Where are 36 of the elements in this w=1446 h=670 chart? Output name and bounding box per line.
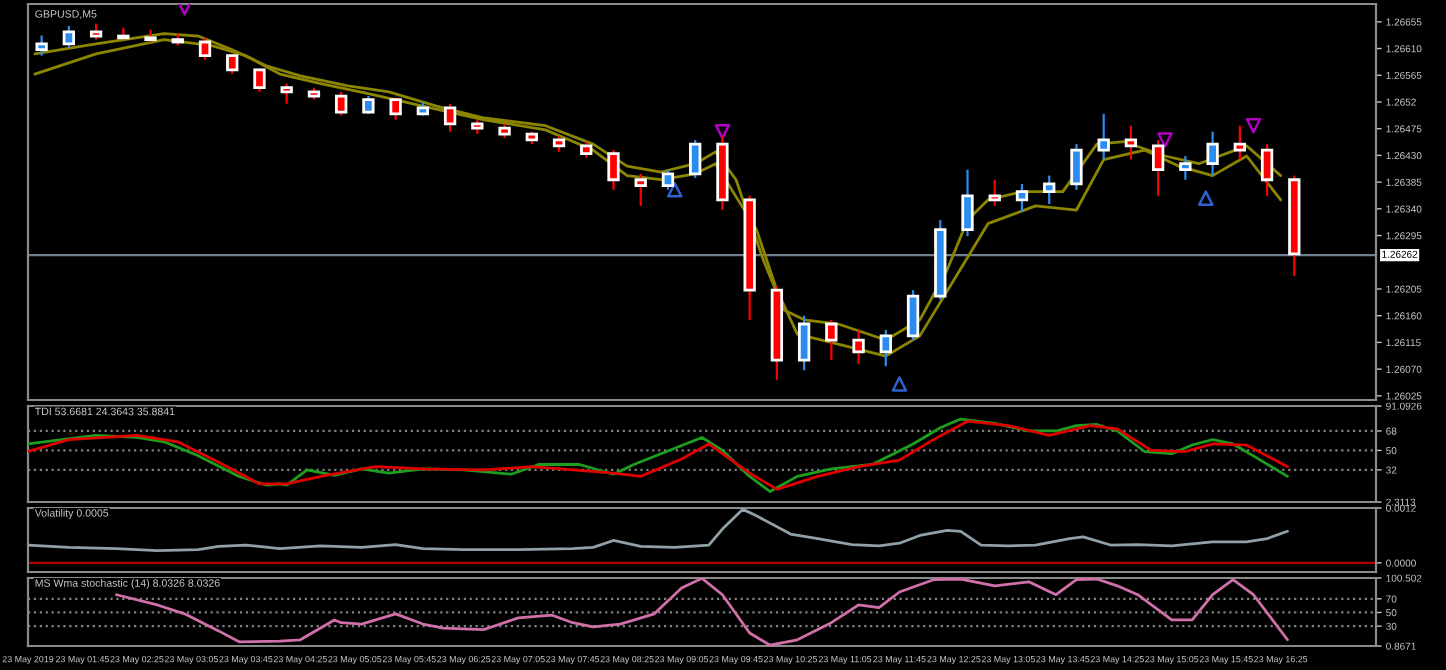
candlestick	[689, 138, 702, 180]
candlestick	[1233, 124, 1246, 161]
point	[1245, 117, 1262, 134]
point	[667, 182, 683, 198]
candlestick	[253, 67, 266, 93]
candlestick	[1206, 130, 1219, 177]
point	[1157, 132, 1173, 148]
candlestick	[661, 168, 675, 191]
candlestick	[35, 34, 48, 57]
candlestick	[634, 172, 647, 207]
candlestick	[1043, 174, 1056, 206]
point	[176, 4, 193, 16]
candlestick	[825, 318, 838, 362]
candlestick	[1260, 143, 1274, 197]
candlestick	[988, 178, 1001, 207]
candlestick	[879, 328, 892, 368]
candlestick	[1015, 182, 1029, 213]
point	[891, 376, 908, 392]
candlestick	[62, 24, 75, 50]
candlestick	[906, 289, 920, 342]
line-series	[28, 508, 1289, 552]
candlestick	[280, 82, 293, 105]
candlestick	[961, 168, 974, 238]
candlestick	[1070, 143, 1083, 191]
candlestick	[1124, 124, 1138, 161]
point	[714, 123, 731, 140]
candlestick	[1097, 112, 1110, 161]
candlestick	[797, 314, 811, 372]
candlestick	[335, 90, 348, 117]
candlestick	[852, 328, 865, 365]
candlestick	[198, 36, 212, 61]
candlestick	[607, 148, 620, 191]
candlestick	[443, 102, 457, 133]
candlestick	[1179, 154, 1192, 181]
point	[1198, 190, 1214, 206]
candlestick	[1151, 138, 1165, 197]
